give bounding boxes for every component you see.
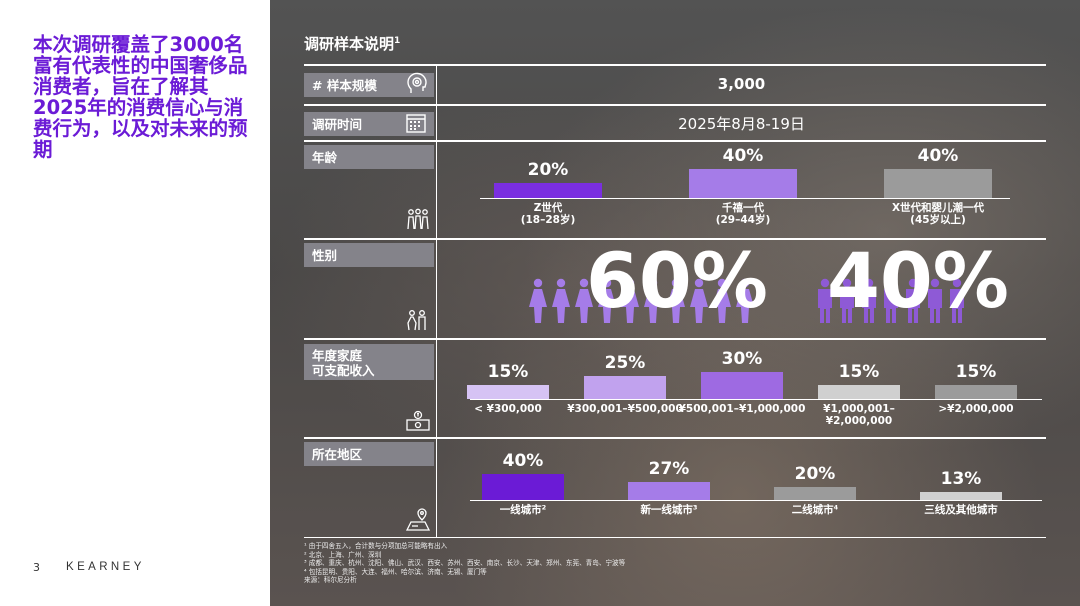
survey-time-value: 2025年8月8-19日 (678, 115, 805, 133)
left-text-area: 本次调研覆盖了3000名富有代表性的中国奢侈品消费者，旨在了解其2025年的消费… (0, 0, 270, 606)
footnote: ⁴ 包括昆明、贵阳、大连、福州、哈尔滨、济南、无锡、厦门等 (304, 567, 487, 576)
region-bar (920, 492, 1002, 500)
location-icon (405, 508, 431, 536)
age-category-label: Z世代 (18–28岁) (520, 202, 576, 226)
female-figure-icon (689, 278, 709, 328)
gender-label: 性别 (304, 243, 434, 267)
divider (304, 338, 1046, 340)
income-value-label: 15% (487, 362, 529, 382)
income-category-label: ¥300,001–¥500,000 (567, 403, 683, 415)
income-label-text: 年度家庭 可支配收入 (312, 348, 375, 378)
region-bar (482, 474, 564, 500)
footnote: ³ 成都、重庆、杭州、沈阳、佛山、武汉、西安、苏州、西安、南京、长沙、天津、郑州… (304, 559, 626, 567)
income-category-label: ¥500,001–¥1,000,000 (678, 403, 806, 415)
region-value-label: 13% (940, 469, 982, 489)
age-category-label: X世代和婴儿潮一代 (45岁以上) (891, 202, 985, 226)
male-figure-icon (837, 278, 857, 328)
region-category-label: 三线及其他城市 (924, 504, 998, 516)
region-value-label: 20% (794, 464, 836, 484)
region-category-label: 二线城市⁴ (791, 504, 839, 516)
calendar-icon (405, 112, 427, 138)
region-value-label: 27% (648, 459, 690, 479)
female-figure-icon (712, 278, 732, 328)
female-percentage: 60% (586, 236, 768, 325)
male-figure-icon (903, 278, 923, 328)
age-value-label: 40% (917, 146, 959, 166)
female-figure-icon (666, 278, 686, 328)
footnotes: ¹ 由于四舍五入，合计数与分项加总可能略有出入 ² 北京、上海、广州、深圳 ³ … (304, 542, 625, 585)
income-bar (467, 385, 549, 399)
female-figure-icon (597, 278, 617, 328)
sample-size-value: 3,000 (717, 75, 766, 93)
male-percentage: 40% (827, 236, 1009, 325)
female-figure-icon (643, 278, 663, 328)
footnote: 来源：科尔尼分析 (304, 576, 357, 584)
divider (304, 64, 1046, 66)
footnote: ¹ 由于四舍五入，合计数与分项加总可能略有出入 (304, 542, 448, 550)
page-number: 3 (33, 561, 40, 574)
region-bar (628, 482, 710, 500)
income-value-label: 15% (838, 362, 880, 382)
headline: 本次调研覆盖了3000名富有代表性的中国奢侈品消费者，旨在了解其2025年的消费… (33, 33, 248, 161)
divider (304, 437, 1046, 439)
female-figure-icon (735, 278, 755, 328)
male-figure-icon (925, 278, 945, 328)
age-bar (494, 183, 602, 198)
age-baseline (480, 198, 1010, 199)
panel-title: 调研样本说明1 (304, 35, 401, 53)
couple-icon (405, 309, 429, 335)
sample-size-label: # 样本规模 (304, 73, 434, 97)
region-baseline (470, 500, 1042, 501)
income-baseline (470, 399, 1042, 400)
income-category-label: < ¥300,000 (474, 403, 542, 415)
brand-logo: KEARNEY (66, 561, 145, 573)
income-bar (935, 385, 1017, 399)
region-label: 所在地区 (304, 442, 434, 466)
income-value-label: 30% (721, 349, 763, 369)
age-value-label: 40% (722, 146, 764, 166)
income-value-label: 25% (604, 353, 646, 373)
survey-panel: 调研样本说明1 # 样本规模 3,000 调研时间 2025年8月8-19日 年… (270, 0, 1080, 606)
income-value-label: 15% (955, 362, 997, 382)
female-figure-icon (551, 278, 571, 328)
income-label: 年度家庭 可支配收入 (304, 344, 434, 380)
money-icon (405, 410, 431, 436)
region-category-label: 一线城市² (499, 504, 547, 516)
age-bar (884, 169, 992, 198)
column-divider (436, 66, 437, 537)
region-value-label: 40% (502, 451, 544, 471)
male-figure-icon (815, 278, 835, 328)
footnote: ² 北京、上海、广州、深圳 (304, 550, 382, 559)
divider (304, 140, 1046, 142)
income-category-label: ¥1,000,001– ¥2,000,000 (823, 403, 895, 427)
age-label: 年龄 (304, 145, 434, 169)
region-bar (774, 487, 856, 500)
female-figure-icon (620, 278, 640, 328)
divider (304, 537, 1046, 538)
female-figure-icon (528, 278, 548, 328)
male-figure-icon (947, 278, 967, 328)
income-bar (818, 385, 900, 399)
region-category-label: 新一线城市³ (640, 504, 698, 516)
group-people-icon (405, 208, 431, 234)
income-category-label: >¥2,000,000 (938, 403, 1014, 415)
target-head-icon (405, 72, 429, 100)
male-figure-icon (881, 278, 901, 328)
age-category-label: 千禧一代 (29–44岁) (715, 202, 771, 226)
income-bar (584, 376, 666, 399)
female-figure-icon (574, 278, 594, 328)
income-bar (701, 372, 783, 399)
age-bar (689, 169, 797, 198)
age-value-label: 20% (527, 160, 569, 180)
divider (304, 104, 1046, 106)
male-figure-icon (859, 278, 879, 328)
divider (304, 238, 1046, 240)
